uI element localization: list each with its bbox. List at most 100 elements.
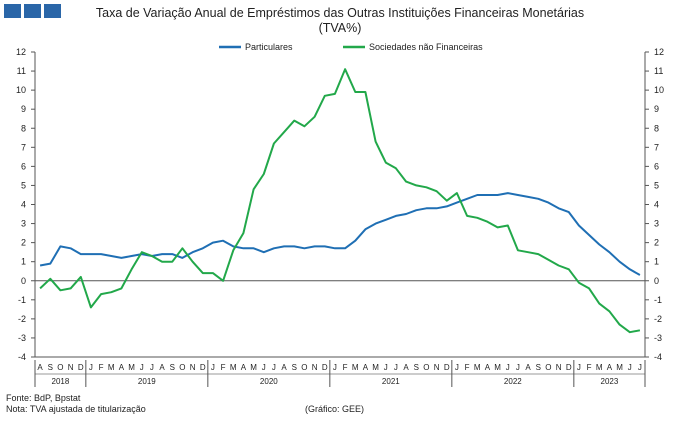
y-tick-label-right: 5: [654, 180, 659, 190]
month-tick-label: F: [587, 363, 592, 372]
month-tick-label: M: [128, 363, 135, 372]
month-tick-label: A: [159, 363, 165, 372]
month-tick-label: M: [108, 363, 115, 372]
y-tick-label-right: 10: [654, 85, 664, 95]
legend-sociedades-label: Sociedades não Financeiras: [369, 42, 483, 52]
y-tick-label-right: 9: [654, 104, 659, 114]
y-tick-label-right: -3: [654, 333, 662, 343]
month-tick-label: D: [200, 363, 206, 372]
month-tick-label: O: [301, 363, 307, 372]
y-tick-label-right: 8: [654, 123, 659, 133]
month-tick-label: N: [68, 363, 74, 372]
month-tick-label: N: [190, 363, 196, 372]
month-tick-label: D: [78, 363, 84, 372]
y-tick-label-left: 9: [21, 104, 26, 114]
y-tick-label-left: 1: [21, 257, 26, 267]
y-tick-label-left: 5: [21, 180, 26, 190]
month-tick-label: J: [89, 363, 93, 372]
month-tick-label: D: [566, 363, 572, 372]
month-tick-label: M: [596, 363, 603, 372]
month-tick-label: M: [372, 363, 379, 372]
y-tick-label-right: 4: [654, 200, 659, 210]
y-tick-label-left: -1: [18, 295, 26, 305]
chart-legend: Particulares Sociedades não Financeiras: [219, 42, 483, 52]
month-tick-label: J: [516, 363, 520, 372]
y-tick-label-right: 0: [654, 276, 659, 286]
legend-sociedades: Sociedades não Financeiras: [343, 42, 483, 52]
logo-block-3: [44, 4, 61, 18]
y-tick-label-left: -2: [18, 314, 26, 324]
month-tick-label: M: [250, 363, 257, 372]
year-label: 2021: [382, 377, 400, 386]
month-tick-label: A: [607, 363, 613, 372]
month-tick-label: S: [292, 363, 297, 372]
y-tick-label-left: 6: [21, 161, 26, 171]
y-tick-label-right: 7: [654, 142, 659, 152]
y-tick-label-right: -4: [654, 352, 662, 362]
y-tick-label-right: -2: [654, 314, 662, 324]
y-tick-label-right: 6: [654, 161, 659, 171]
month-tick-label: J: [333, 363, 337, 372]
month-tick-label: J: [455, 363, 459, 372]
y-tick-label-right: 2: [654, 238, 659, 248]
month-tick-label: O: [423, 363, 429, 372]
series-line-sociedades: [39, 68, 641, 334]
y-tick-label-left: 7: [21, 142, 26, 152]
y-tick-label-left: 3: [21, 219, 26, 229]
y-tick-label-right: 12: [654, 47, 664, 57]
y-tick-label-left: -3: [18, 333, 26, 343]
month-tick-label: J: [394, 363, 398, 372]
month-tick-label: D: [444, 363, 450, 372]
month-tick-label: J: [262, 363, 266, 372]
series-line-particulares: [39, 192, 641, 276]
year-label: 2022: [504, 377, 522, 386]
chart-subtitle: (TVA%): [318, 21, 362, 35]
year-label: 2020: [260, 377, 278, 386]
y-tick-label-left: -4: [18, 352, 26, 362]
month-tick-label: F: [465, 363, 470, 372]
y-tick-label-left: 4: [21, 200, 26, 210]
month-tick-label: J: [150, 363, 154, 372]
month-tick-label: A: [363, 363, 369, 372]
month-tick-label: M: [474, 363, 481, 372]
month-tick-label: S: [414, 363, 419, 372]
month-tick-label: J: [211, 363, 215, 372]
month-tick-label: A: [241, 363, 247, 372]
source-note: Fonte: BdP, Bpstat: [6, 393, 81, 403]
month-tick-label: M: [616, 363, 623, 372]
month-tick-label: N: [556, 363, 562, 372]
y-tick-label-left: 0: [21, 276, 26, 286]
y-tick-label-left: 11: [17, 66, 26, 76]
y-tick-label-right: 1: [654, 257, 659, 267]
month-tick-label: S: [536, 363, 541, 372]
month-tick-label: M: [352, 363, 359, 372]
legend-particulares-label: Particulares: [245, 42, 293, 52]
legend-particulares: Particulares: [219, 42, 293, 52]
chart-axes: -4 -4-3 -3-2 -2-1 -10 01 12 23 34 45 56 67 78 89 910 10…: [16, 47, 664, 387]
month-tick-label: J: [638, 363, 642, 372]
month-tick-label: J: [506, 363, 510, 372]
y-tick-label-right: 11: [654, 66, 663, 76]
year-label: 2019: [138, 377, 156, 386]
chart-series: [39, 68, 641, 334]
month-tick-label: S: [170, 363, 175, 372]
month-tick-label: J: [140, 363, 144, 372]
year-label: 2023: [601, 377, 619, 386]
year-label: 2018: [52, 377, 70, 386]
adjustment-note: Nota: TVA ajustada de titularização: [6, 404, 146, 414]
month-tick-label: N: [434, 363, 440, 372]
logo-block-2: [24, 4, 41, 18]
month-tick-label: O: [57, 363, 63, 372]
y-tick-label-left: 2: [21, 238, 26, 248]
month-tick-label: M: [230, 363, 237, 372]
month-tick-label: O: [545, 363, 551, 372]
month-tick-label: D: [322, 363, 328, 372]
month-tick-label: N: [312, 363, 318, 372]
month-tick-label: F: [221, 363, 226, 372]
month-tick-label: S: [48, 363, 53, 372]
month-tick-label: A: [403, 363, 409, 372]
month-tick-label: J: [272, 363, 276, 372]
y-tick-label-right: -1: [654, 295, 662, 305]
month-tick-label: A: [281, 363, 287, 372]
